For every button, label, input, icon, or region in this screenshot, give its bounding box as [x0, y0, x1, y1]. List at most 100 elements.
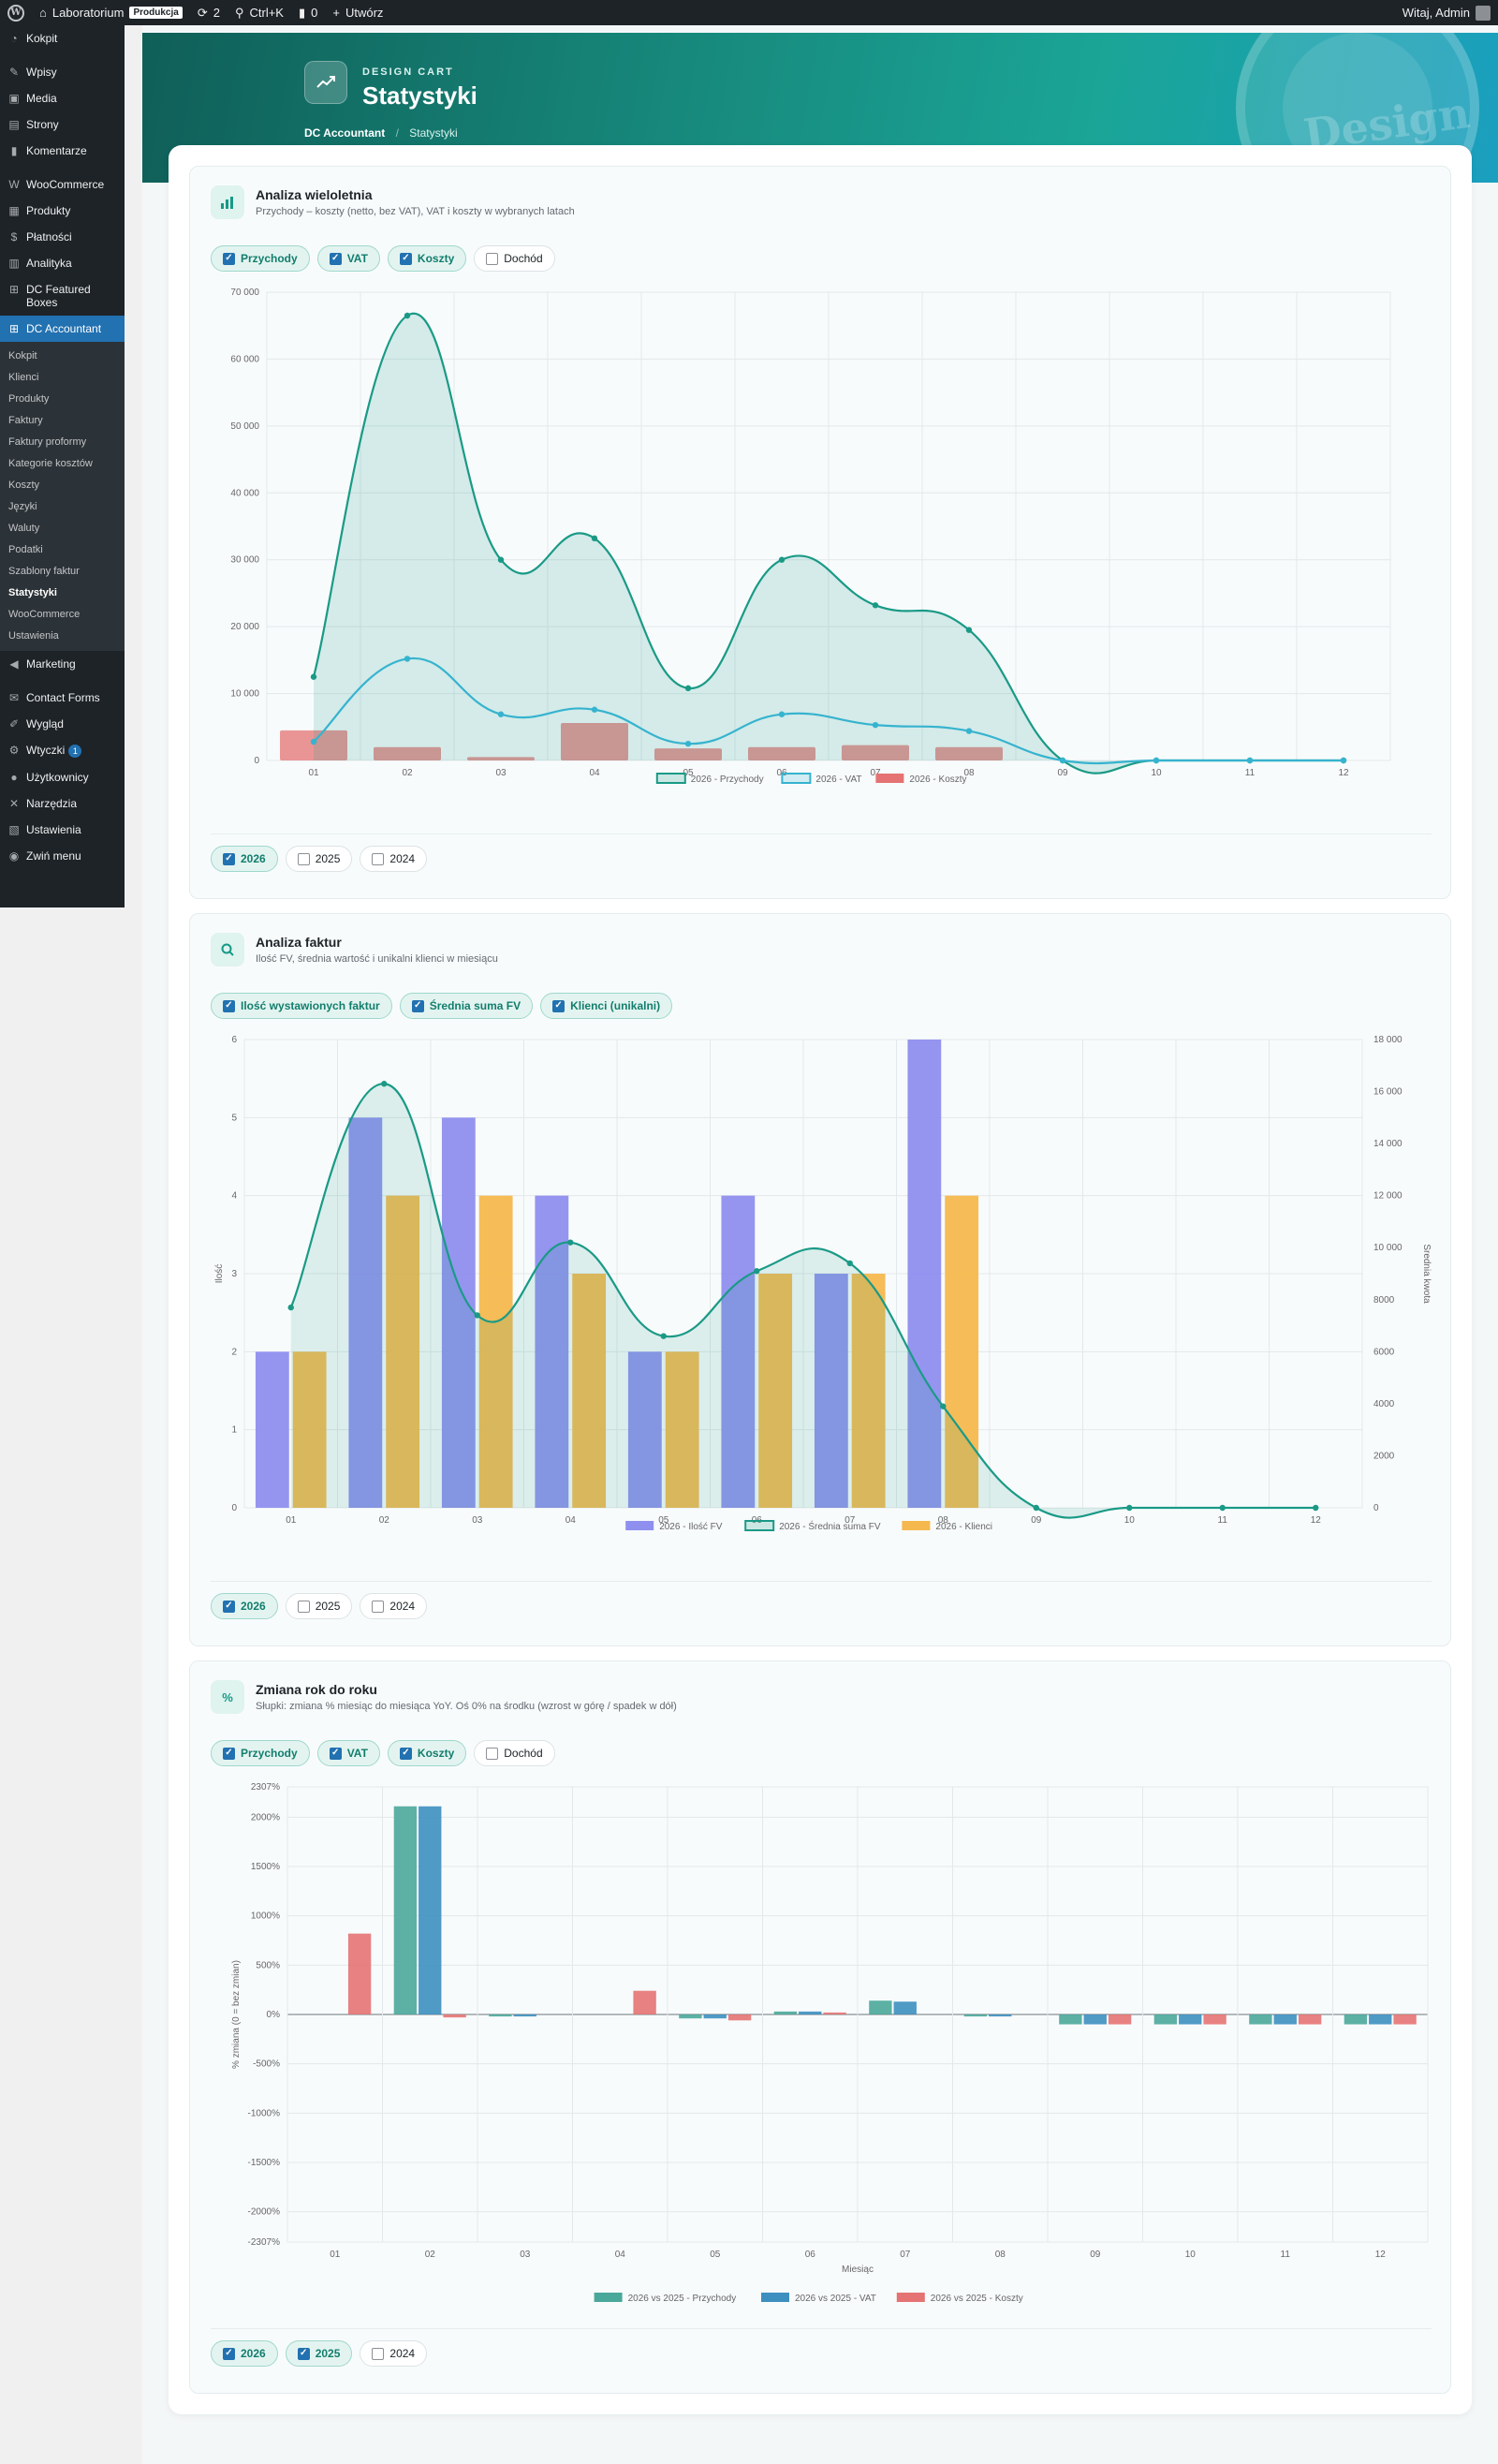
checkbox[interactable]: ✓: [223, 852, 235, 865]
sidebar-item-platnosci[interactable]: $ Płatności: [0, 224, 125, 250]
sidebar-item-label: Wtyczki 1: [26, 744, 82, 758]
sidebar-item-uzytkownicy[interactable]: ● Użytkownicy: [0, 764, 125, 790]
account-menu[interactable]: Witaj, Admin: [1395, 0, 1498, 25]
checkbox[interactable]: ✓: [223, 252, 235, 265]
data-point: [1219, 1504, 1226, 1512]
checkbox[interactable]: ✓: [399, 1747, 412, 1760]
submenu-item-szablony-faktur[interactable]: Szablony faktur: [8, 566, 80, 577]
site-name-link[interactable]: ⌂ Laboratorium Produkcja: [32, 0, 190, 25]
checkbox[interactable]: ✓: [297, 2347, 310, 2360]
updates-link[interactable]: ⟳ 2: [190, 0, 228, 25]
multiyear-year-2026[interactable]: ✓ 2026: [211, 846, 278, 872]
submenu-item-woocommerce[interactable]: WooCommerce: [8, 609, 81, 620]
bar-2026-vs-2025-vat: [703, 2014, 727, 2019]
filter-label: Przychody: [241, 252, 298, 265]
submenu-item-koszty[interactable]: Koszty: [8, 480, 40, 491]
checkbox[interactable]: ✓: [223, 999, 235, 1012]
sidebar-item-label: DC Featured Boxes: [26, 283, 91, 309]
multiyear-year-2024[interactable]: 2024: [360, 846, 428, 872]
sidebar-item-media[interactable]: ▣ Media: [0, 85, 125, 111]
checkbox[interactable]: [372, 852, 385, 865]
invoices-filter-klienci-unikalni[interactable]: ✓ Klienci (unikalni): [540, 993, 673, 1019]
sidebar-item-dc-accountant[interactable]: ⊞ DC Accountant: [0, 316, 125, 342]
wordpress-logo-menu[interactable]: W: [0, 0, 32, 25]
sidebar-item-label: Strony: [26, 118, 59, 131]
sidebar-item-komentarze[interactable]: ▮ Komentarze: [0, 138, 125, 164]
invoices-filter-ilosc-wystawionych-faktur[interactable]: ✓ Ilość wystawionych faktur: [211, 993, 392, 1019]
yoy-year-2025[interactable]: ✓ 2025: [285, 2340, 353, 2367]
sidebar-item-contact-forms[interactable]: ✉ Contact Forms: [0, 685, 125, 711]
yoy-year-2026[interactable]: ✓ 2026: [211, 2340, 278, 2367]
submenu-item-jezyki[interactable]: Języki: [8, 501, 37, 512]
yoy-filter-dochod[interactable]: Dochód: [474, 1740, 555, 1766]
sidebar-item-marketing[interactable]: ◀ Marketing: [0, 651, 125, 677]
new-content-link[interactable]: + Utwórz: [325, 0, 390, 25]
multiyear-filter-vat[interactable]: ✓ VAT: [316, 245, 380, 272]
checkbox[interactable]: [486, 1747, 499, 1760]
sidebar-item-narzedzia[interactable]: ✕ Narzędzia: [0, 790, 125, 817]
checkbox[interactable]: ✓: [552, 999, 565, 1012]
checkbox[interactable]: ✓: [223, 1747, 235, 1760]
sidebar-item-ustawienia[interactable]: ▧ Ustawienia: [0, 817, 125, 843]
bar-koszty: [280, 730, 347, 760]
legend-swatch: [781, 773, 812, 784]
filter-label: 2026: [241, 1600, 266, 1613]
submenu-item-kategorie-kosztow[interactable]: Kategorie kosztów: [8, 458, 93, 469]
checkbox[interactable]: [372, 2347, 385, 2360]
legend-label: 2026 - Ilość FV: [659, 1522, 723, 1532]
comments-link[interactable]: ▮ 0: [291, 0, 325, 25]
yoy-filter-przychody[interactable]: ✓ Przychody: [211, 1740, 310, 1766]
sidebar-item-wyglad[interactable]: ✐ Wygląd: [0, 711, 125, 737]
y-tick-label: -500%: [253, 2059, 280, 2070]
invoices-year-2024[interactable]: 2024: [360, 1593, 428, 1619]
sidebar-item-zwin-menu[interactable]: ◉ Zwiń menu: [0, 843, 125, 869]
checkbox[interactable]: ✓: [411, 999, 424, 1012]
submenu-item-podatki[interactable]: Podatki: [8, 544, 43, 555]
sidebar-item-dc-featured-boxes[interactable]: ⊞ DC Featured Boxes: [0, 276, 125, 316]
submenu-item-faktury[interactable]: Faktury: [8, 415, 43, 426]
sidebar-item-wtyczki[interactable]: ⚙ Wtyczki 1: [0, 737, 125, 764]
breadcrumb-root-link[interactable]: DC Accountant: [304, 126, 386, 140]
command-search-link[interactable]: ⚲ Ctrl+K: [228, 0, 291, 25]
multiyear-filter-dochod[interactable]: Dochód: [474, 245, 555, 272]
submenu-item-statystyki[interactable]: Statystyki: [8, 587, 57, 598]
multiyear-filter-koszty[interactable]: ✓ Koszty: [387, 245, 467, 272]
sidebar-item-analityka[interactable]: ▥ Analityka: [0, 250, 125, 276]
x-tick-label: 08: [938, 1515, 949, 1526]
submenu-item-faktury-proformy[interactable]: Faktury proformy: [8, 436, 87, 448]
checkbox[interactable]: ✓: [329, 1747, 342, 1760]
yoy-filter-vat[interactable]: ✓ VAT: [316, 1740, 380, 1766]
y-tick-label: 3: [231, 1269, 237, 1279]
checkbox[interactable]: [372, 1600, 385, 1613]
submenu-item-produkty[interactable]: Produkty: [8, 393, 50, 405]
sidebar-item-produkty[interactable]: ▦ Produkty: [0, 198, 125, 224]
checkbox[interactable]: ✓: [223, 2347, 235, 2360]
submenu-item-waluty[interactable]: Waluty: [8, 523, 40, 534]
multiyear-filter-przychody[interactable]: ✓ Przychody: [211, 245, 310, 272]
checkbox[interactable]: ✓: [223, 1600, 235, 1613]
yoy-filter-koszty[interactable]: ✓ Koszty: [387, 1740, 467, 1766]
checkbox[interactable]: ✓: [329, 252, 342, 265]
checkbox[interactable]: [486, 252, 499, 265]
checkbox[interactable]: [297, 1600, 310, 1613]
sidebar-item-wpisy[interactable]: ✎ Wpisy: [0, 59, 125, 85]
invoices-year-2026[interactable]: ✓ 2026: [211, 1593, 278, 1619]
x-tick-label: 02: [402, 768, 413, 778]
checkbox[interactable]: [297, 852, 310, 865]
sidebar-item-strony[interactable]: ▤ Strony: [0, 111, 125, 138]
submenu-item-ustawienia[interactable]: Ustawienia: [8, 630, 59, 642]
yoy-year-2024[interactable]: 2024: [360, 2340, 428, 2367]
x-tick-label: 08: [963, 768, 975, 778]
legend-label: 2026 vs 2025 - Przychody: [628, 2294, 737, 2304]
sidebar-item-kokpit[interactable]: ◔ Kokpit: [0, 25, 125, 52]
admin-menu-bottom: ◀ Marketing ✉ Contact Forms ✐ Wygląd ⚙ Wtyczki 1…: [0, 651, 125, 869]
bar-2026-klienci: [665, 1351, 699, 1508]
invoices-year-2025[interactable]: 2025: [285, 1593, 353, 1619]
multiyear-year-2025[interactable]: 2025: [285, 846, 353, 872]
y-tick-label: 70 000: [230, 288, 259, 298]
checkbox[interactable]: ✓: [399, 252, 412, 265]
submenu-item-klienci[interactable]: Klienci: [8, 372, 39, 383]
submenu-item-kokpit[interactable]: Kokpit: [8, 350, 37, 361]
sidebar-item-woocommerce[interactable]: W WooCommerce: [0, 171, 125, 198]
invoices-filter-srednia-suma-fv[interactable]: ✓ Średnia suma FV: [399, 993, 534, 1019]
